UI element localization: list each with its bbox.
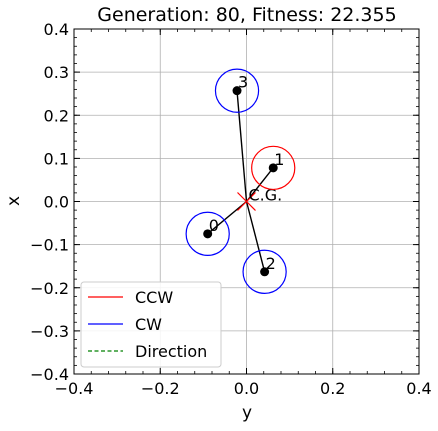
y-tick-label: 0.1: [44, 149, 69, 168]
legend-box: [80, 281, 222, 368]
rotor-label-1: 1: [274, 150, 284, 169]
x-axis-label: y: [242, 403, 252, 423]
y-tick-label: 0.3: [44, 63, 69, 82]
rotor-circle-0: [185, 211, 230, 257]
rotor-arm-3: [236, 90, 248, 202]
rotor-circle-3: [214, 68, 260, 113]
rotor-label-0: 0: [209, 216, 219, 235]
y-tick-label: −0.2: [30, 279, 69, 298]
y-tick-label: −0.4: [30, 365, 69, 384]
x-tick-label: 0.2: [320, 379, 345, 398]
rotor-center-1: [268, 163, 278, 173]
rotor-arm-0: [207, 200, 247, 235]
y-tick-label: 0.4: [44, 20, 69, 39]
data-layer: C.G. 0 1 2 3: [185, 68, 296, 294]
y-tick-label: 0.0: [44, 193, 69, 212]
legend-label-direction: Direction: [135, 342, 207, 361]
y-axis-label: x: [4, 196, 24, 206]
rotor-center-3: [232, 86, 242, 96]
y-tick-label: −0.1: [30, 236, 69, 255]
cg-marker-line-b: [237, 192, 256, 211]
rotor-circle-2: [242, 249, 287, 294]
x-tick-label: −0.4: [55, 379, 94, 398]
cg-label: C.G.: [249, 186, 283, 205]
rotor-arm-2: [245, 201, 266, 272]
rotor-center-0: [203, 229, 213, 239]
y-tick-label: −0.3: [30, 322, 69, 341]
rotor-label-3: 3: [238, 73, 248, 92]
x-tick-label: 0.4: [406, 379, 431, 398]
legend-label-cw: CW: [135, 315, 162, 334]
rotor-label-2: 2: [266, 254, 276, 273]
rotor-center-2: [260, 267, 270, 277]
y-tick-label: 0.2: [44, 106, 69, 125]
legend-label-ccw: CCW: [135, 288, 173, 307]
rotor-circle-1: [251, 145, 296, 191]
tick-layer: −0.4 −0.2 0.0 0.2 0.4 −0.4 −0.3 −0.2 −0.1 0.0 0.1 0…: [30, 20, 432, 398]
x-tick-label: −0.2: [141, 379, 180, 398]
chart-title: Generation: 80, Fitness: 22.355: [97, 4, 396, 26]
legend: CCW CW Direction: [80, 281, 222, 368]
x-tick-label: 0.0: [234, 379, 259, 398]
